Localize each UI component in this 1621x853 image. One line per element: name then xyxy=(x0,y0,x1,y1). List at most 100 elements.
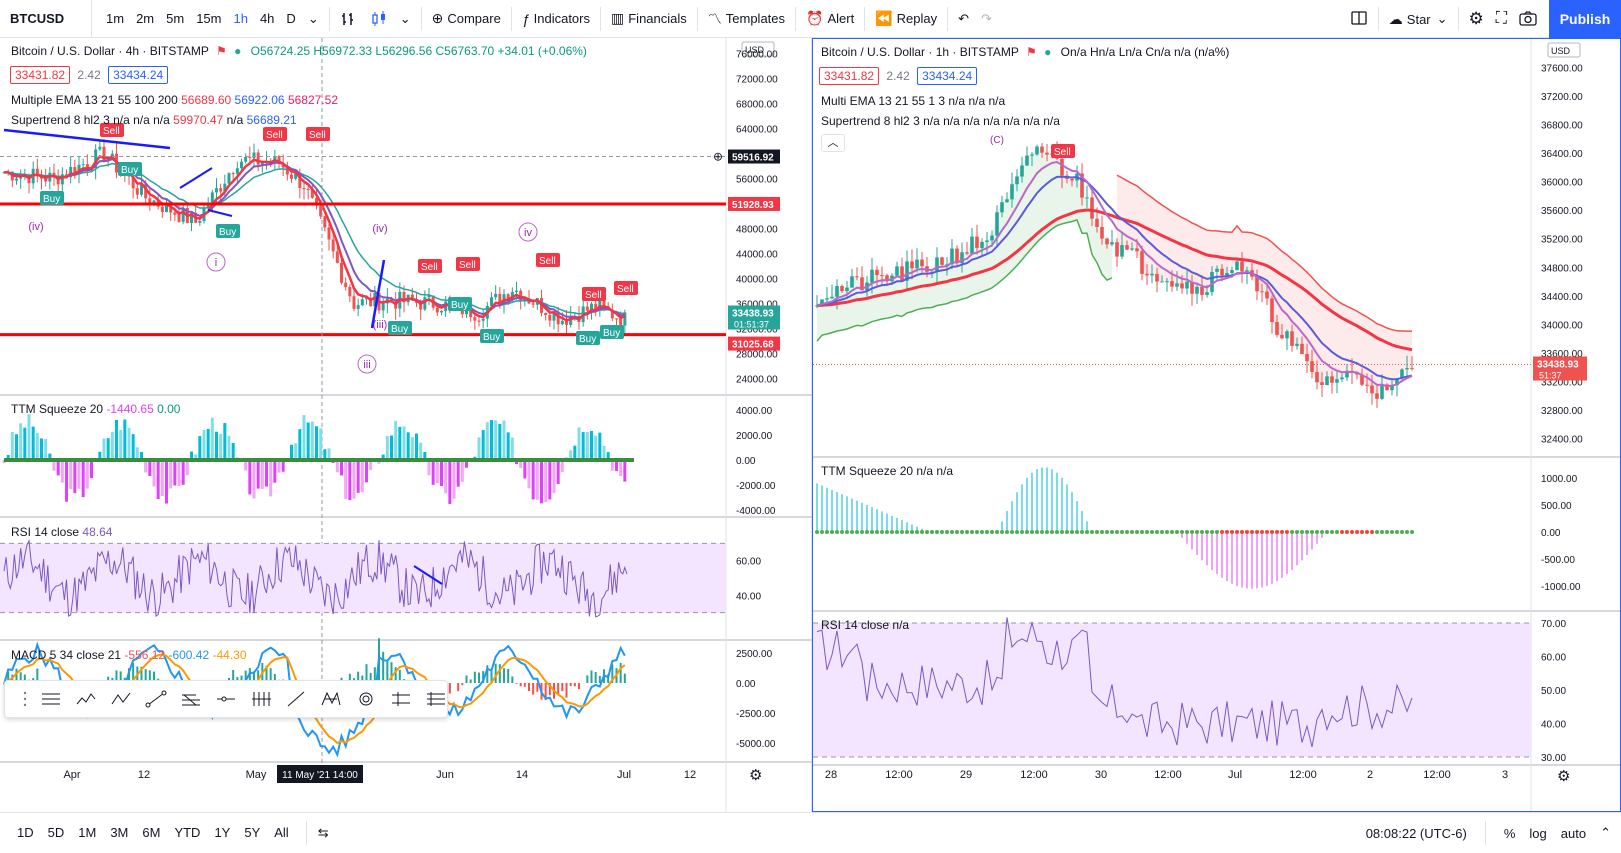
ttm-bar xyxy=(386,436,389,460)
log-toggle[interactable]: log xyxy=(1529,826,1546,841)
elliott-wave-icon[interactable] xyxy=(75,687,97,711)
fullscreen-button[interactable]: ⛶ xyxy=(1490,4,1513,34)
pattern-icon[interactable] xyxy=(320,687,342,711)
horizontal-lines-icon[interactable] xyxy=(40,687,62,711)
rsi-legend-right[interactable]: RSI 14 close n/a xyxy=(821,618,909,632)
interval-1m[interactable]: 1m xyxy=(100,4,130,34)
candles-icon[interactable] xyxy=(364,4,394,34)
auto-toggle[interactable]: auto xyxy=(1561,826,1586,841)
ttm-bar xyxy=(228,436,231,460)
bid-badge[interactable]: 33431.82 xyxy=(10,66,70,84)
collapse-icon[interactable]: ⌃ xyxy=(1600,825,1611,841)
ttm-squeeze-dot xyxy=(1325,530,1329,534)
interval-d[interactable]: D xyxy=(280,4,301,34)
candle-body xyxy=(15,179,18,181)
sell-signal-label: Sell xyxy=(309,130,326,141)
level-upper-tag: 51928.93 xyxy=(732,200,774,211)
range-1d[interactable]: 1D xyxy=(10,825,41,840)
layout-button[interactable] xyxy=(1344,4,1374,34)
replay-button[interactable]: ⏪Replay xyxy=(869,4,943,34)
drag-handle-icon[interactable] xyxy=(23,687,27,711)
range-3m[interactable]: 3M xyxy=(103,825,135,840)
horizontal-ray-icon[interactable] xyxy=(215,687,237,711)
price-tick: 44000.00 xyxy=(736,250,778,261)
range-5d[interactable]: 5D xyxy=(41,825,72,840)
collapse-legend-button[interactable]: ︿ xyxy=(821,134,845,152)
financials-button[interactable]: ▥Financials xyxy=(605,4,693,34)
ttm-squeeze-dot xyxy=(1340,530,1344,534)
live-dot-icon: ● xyxy=(234,44,241,58)
ttm-legend-left[interactable]: TTM Squeeze 20 -1440.65 0.00 xyxy=(11,402,180,416)
undo-button[interactable]: ↶ xyxy=(952,4,975,34)
range-1y[interactable]: 1Y xyxy=(207,825,237,840)
ttm-squeeze-dot xyxy=(1355,530,1359,534)
candle-body xyxy=(840,286,844,291)
range-all[interactable]: All xyxy=(267,825,295,840)
trend-line xyxy=(4,130,170,148)
chart-style-dropdown-icon[interactable]: ⌄ xyxy=(394,4,417,34)
ema-legend[interactable]: Multiple EMA 13 21 55 100 200 56689.60 5… xyxy=(11,93,338,107)
candle-body xyxy=(236,168,239,173)
ttm-bar xyxy=(298,429,301,460)
range-5y[interactable]: 5Y xyxy=(237,825,267,840)
divider xyxy=(421,7,422,31)
price-range-icon[interactable] xyxy=(390,687,412,711)
candle-body xyxy=(850,276,854,287)
chart-canvas-right[interactable]: USD37600.0037200.0036800.0036400.0036000… xyxy=(813,39,1620,811)
ttm-bar xyxy=(494,420,497,460)
macd-legend[interactable]: MACD 5 34 close 21 -556.12 -600.42 -44.3… xyxy=(11,648,247,662)
candle-body xyxy=(1040,147,1044,153)
interval-dropdown-icon[interactable]: ⌄ xyxy=(302,4,325,34)
ttm-squeeze-dot xyxy=(910,530,914,534)
bar-style-icon[interactable] xyxy=(334,4,364,34)
ttm-bar xyxy=(440,460,443,486)
interval-5m[interactable]: 5m xyxy=(160,4,190,34)
supertrend-legend[interactable]: Supertrend 8 hl2 3 n/a n/a n/a 59970.47 … xyxy=(11,113,297,127)
fib-channel-icon[interactable] xyxy=(180,687,202,711)
percent-toggle[interactable]: % xyxy=(1504,826,1516,841)
redo-button[interactable]: ↷ xyxy=(975,4,998,34)
goto-date-icon[interactable]: ⇆ xyxy=(311,825,336,841)
interval-15m[interactable]: 15m xyxy=(190,4,227,34)
ema-legend[interactable]: Multi EMA 13 21 55 1 3 n/a n/a n/a xyxy=(821,94,1005,108)
ttm-legend-right[interactable]: TTM Squeeze 20 n/a n/a xyxy=(821,464,953,478)
abc-wave-icon[interactable] xyxy=(110,687,132,711)
range-ytd[interactable]: YTD xyxy=(167,825,207,840)
trend-line-icon[interactable] xyxy=(145,687,167,711)
star-button[interactable]: ☁Star⌄ xyxy=(1383,4,1454,34)
ask-badge[interactable]: 33434.24 xyxy=(917,67,977,85)
price-tick: 36000.00 xyxy=(1541,178,1583,189)
ask-badge[interactable]: 33434.24 xyxy=(108,66,168,84)
cycle-icon[interactable] xyxy=(355,687,377,711)
ttm-bar xyxy=(69,460,72,489)
sell-signal-label: Sell xyxy=(266,130,283,141)
compare-button[interactable]: ⊕Compare xyxy=(426,4,507,34)
interval-1h[interactable]: 1h xyxy=(227,4,253,34)
rsi-legend-left[interactable]: RSI 14 close 48.64 xyxy=(11,525,112,539)
ttm-bar xyxy=(478,437,481,460)
vertical-lines-icon[interactable] xyxy=(250,687,272,711)
interval-2m[interactable]: 2m xyxy=(130,4,160,34)
candle-body xyxy=(1295,344,1299,346)
macd-histogram-bar xyxy=(466,675,468,683)
alert-button[interactable]: ⏰Alert xyxy=(800,4,860,34)
candle-body xyxy=(1095,219,1099,227)
candle-body xyxy=(1175,283,1179,286)
symbol-search[interactable]: BTCUSD xyxy=(0,0,92,38)
snapshot-button[interactable] xyxy=(1513,4,1543,34)
bid-badge[interactable]: 33431.82 xyxy=(819,67,879,85)
clock[interactable]: 08:08:22 (UTC-6) xyxy=(1366,826,1467,841)
range-6m[interactable]: 6M xyxy=(135,825,167,840)
publish-button[interactable]: Publish xyxy=(1549,0,1621,38)
date-range-icon[interactable] xyxy=(425,687,447,711)
line-tool-icon[interactable] xyxy=(285,687,307,711)
supertrend-legend[interactable]: Supertrend 8 hl2 3 n/a n/a n/a n/a n/a n… xyxy=(821,114,1060,128)
settings-button[interactable]: ⚙ xyxy=(1463,4,1490,34)
templates-button[interactable]: 〽Templates xyxy=(702,4,791,34)
range-1m[interactable]: 1M xyxy=(71,825,103,840)
ttm-squeeze-dot xyxy=(1120,530,1124,534)
candle-body xyxy=(910,261,914,268)
interval-4h[interactable]: 4h xyxy=(254,4,280,34)
